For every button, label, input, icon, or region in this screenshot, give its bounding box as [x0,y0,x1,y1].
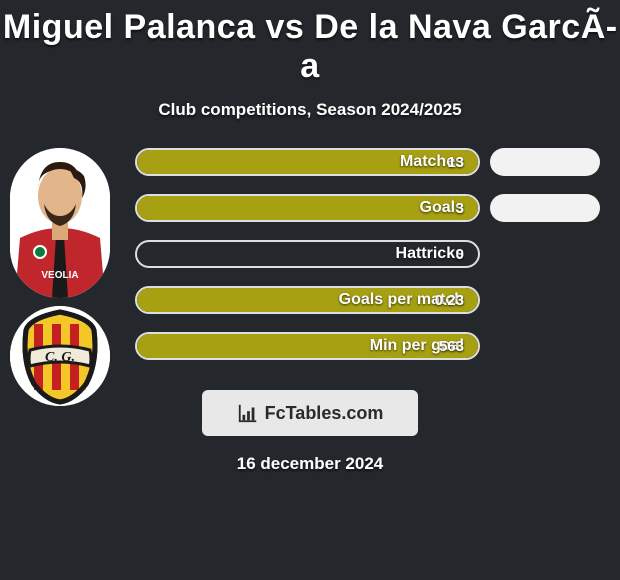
stat-value: 0.23 [135,286,480,314]
stat-row: Min per goal563 [135,332,605,360]
stat-value: 0 [135,240,480,268]
stat-row: Hattricks0 [135,240,605,268]
stat-row: Goals3 [135,194,605,222]
svg-text:VEOLIA: VEOLIA [41,270,78,281]
club-crest: C. G. [10,306,110,406]
stat-value: 3 [135,194,480,222]
stat-value: 563 [135,332,480,360]
page-subtitle: Club competitions, Season 2024/2025 [0,100,620,120]
club-crest-icon: C. G. [10,306,110,406]
player-avatar: VEOLIA [10,148,110,298]
stat-bar-right [490,148,600,176]
stat-value: 13 [135,148,480,176]
stat-row: Matches13 [135,148,605,176]
stat-row: Goals per match0.23 [135,286,605,314]
stat-bar-right [490,194,600,222]
stat-bars: Matches13 Goals3 Hattricks0 Goals per match… [135,148,605,360]
svg-text:C. G.: C. G. [45,350,75,365]
footer-label: FcTables.com [265,403,384,424]
page-title: Miguel Palanca vs De la Nava GarcÃ­a [0,0,620,86]
chart-icon [237,402,259,424]
footer-badge[interactable]: FcTables.com [202,390,418,436]
player-portrait-icon: VEOLIA [10,148,110,298]
date-label: 16 december 2024 [0,454,620,474]
comparison-area: VEOLIA C. G. Matches13Goals3Hattricks0Go… [0,148,620,360]
